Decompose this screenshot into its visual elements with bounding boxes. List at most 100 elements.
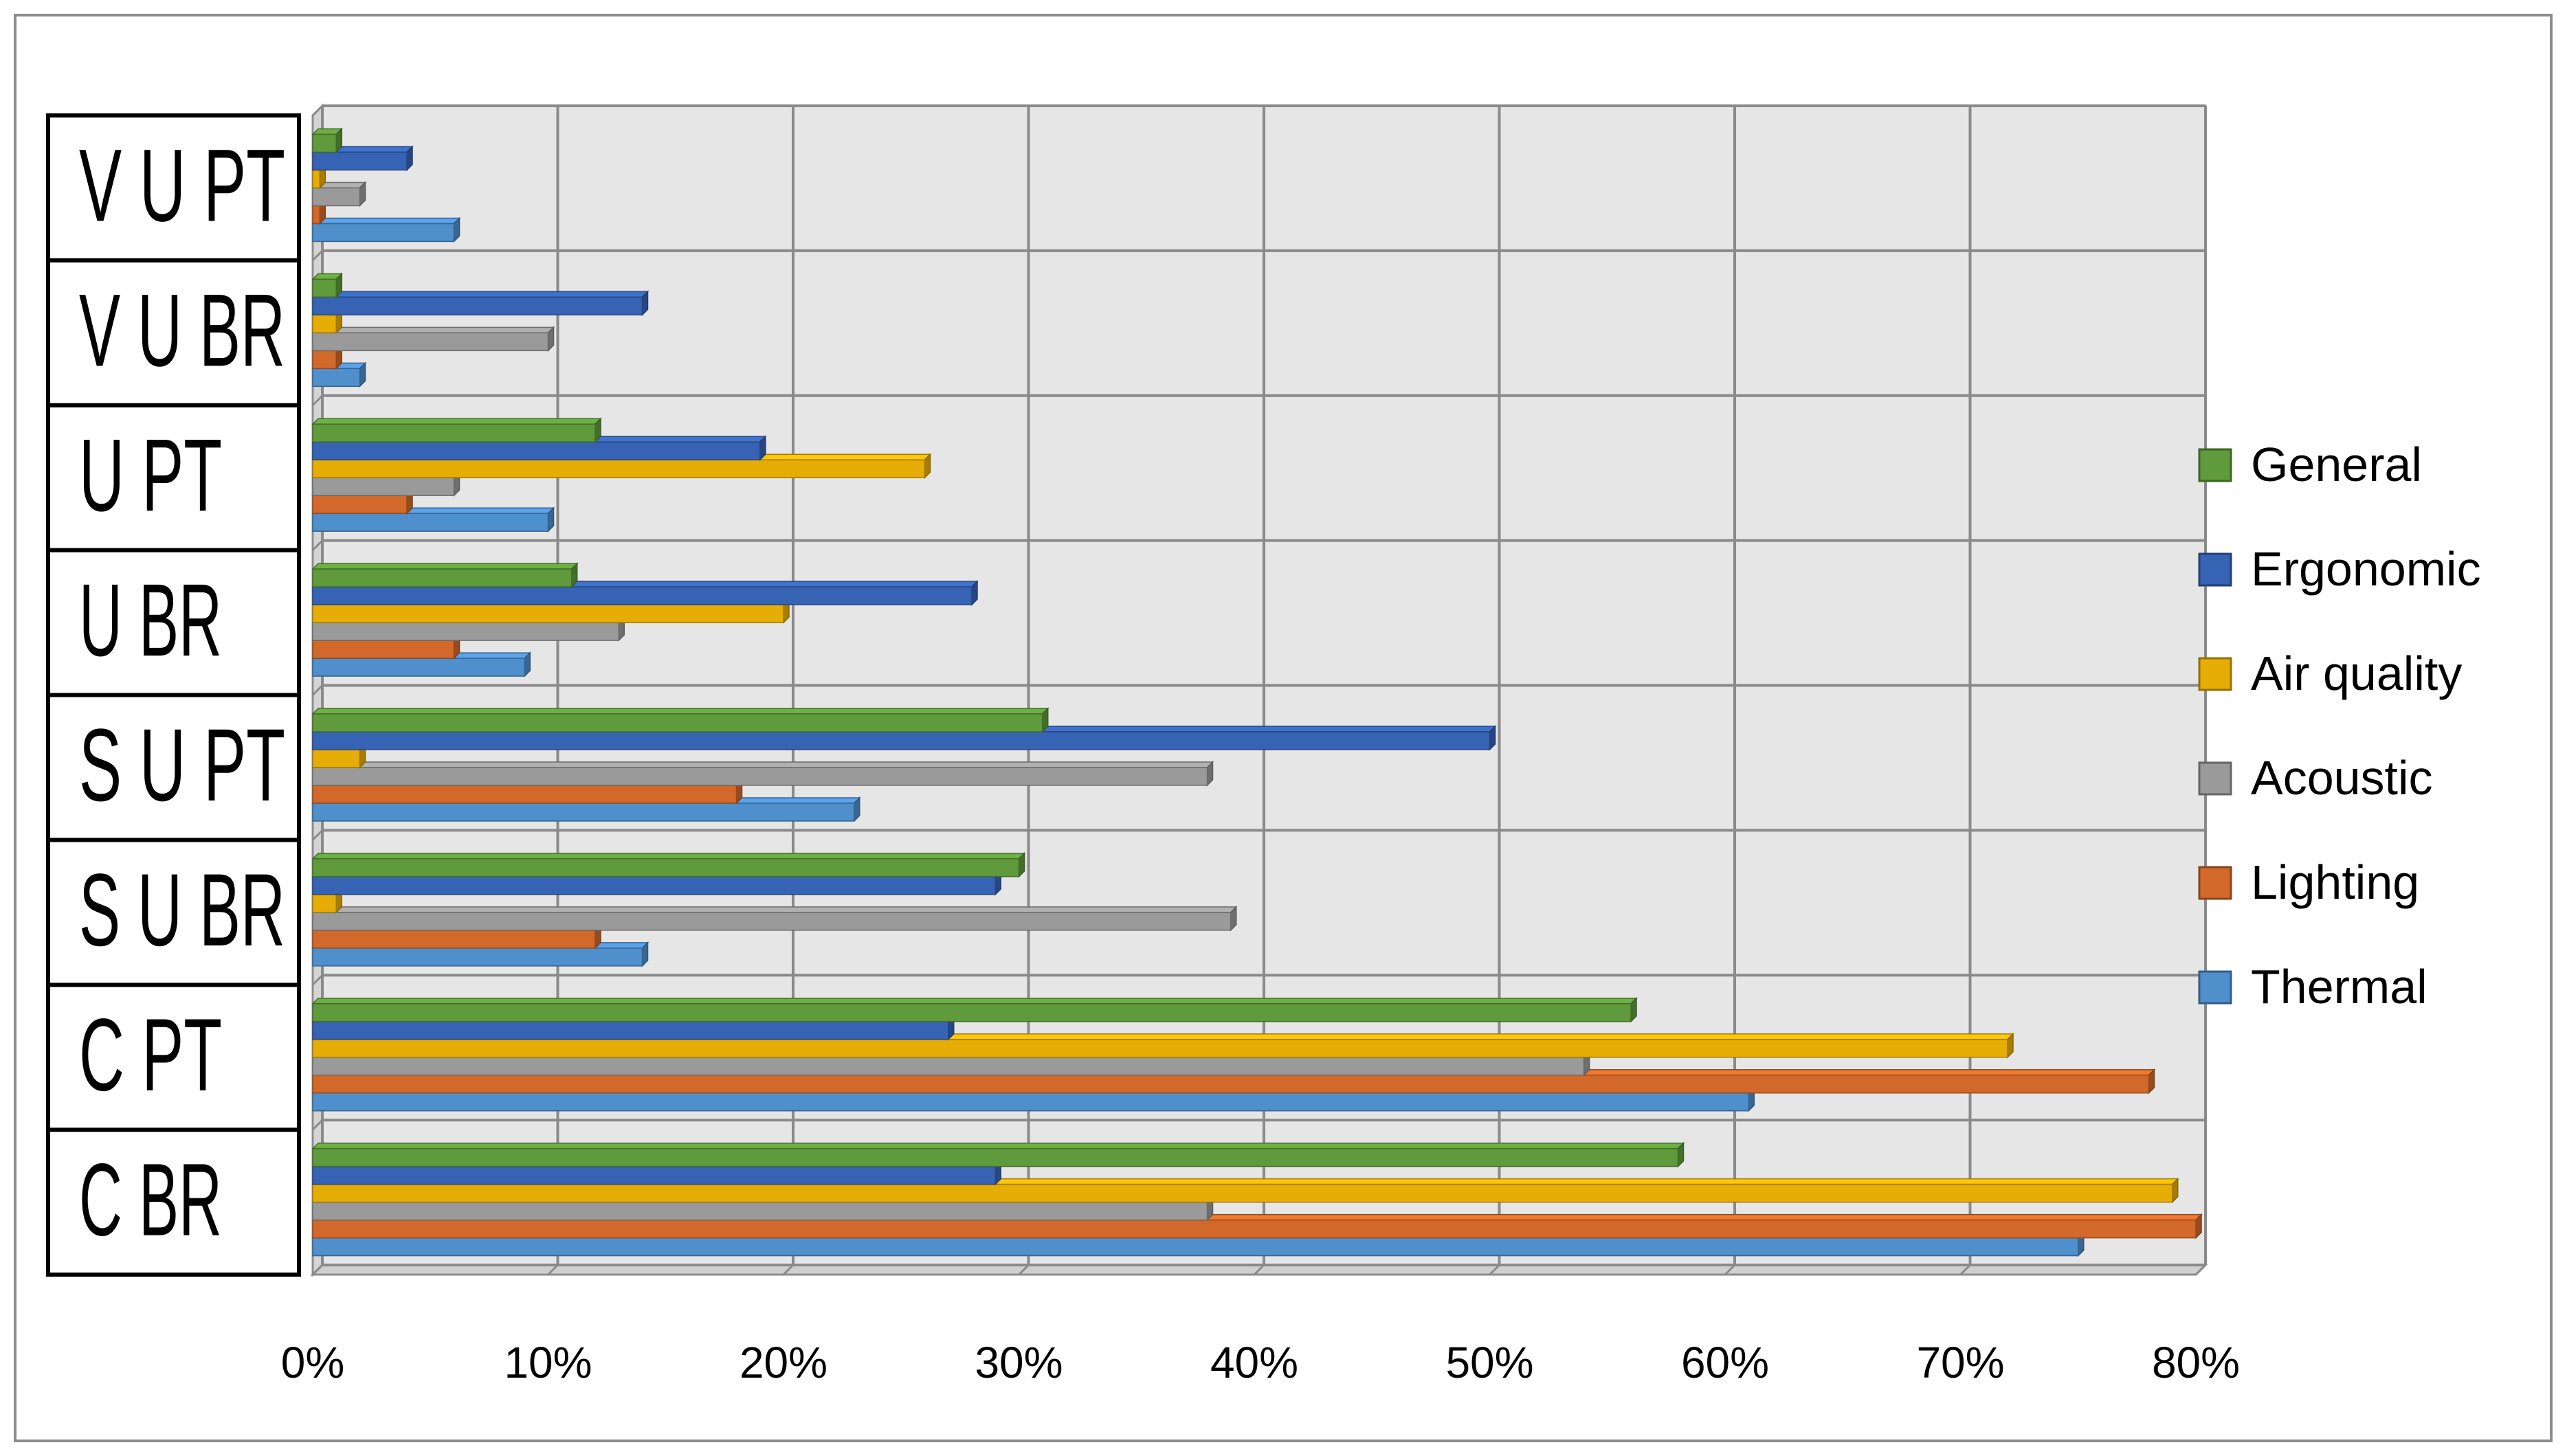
- bar-top-face: [311, 563, 579, 570]
- category-label: V U PT: [79, 127, 285, 243]
- x-tick-label: 40%: [1210, 1338, 1298, 1387]
- bar-ergonomic-s-u-pt: [312, 731, 1491, 750]
- category-box: [46, 403, 301, 552]
- bar-thermal-s-u-pt: [312, 803, 855, 822]
- gridline-side: [311, 829, 324, 841]
- bar-ergonomic-c-br: [312, 1165, 996, 1185]
- x-tick-label: 10%: [504, 1338, 592, 1387]
- gridline-side: [311, 684, 324, 696]
- bar-top-face: [311, 853, 1026, 860]
- x-tick-label: 0%: [281, 1338, 345, 1387]
- bar-air-quality-s-u-br: [312, 894, 337, 913]
- bar-lighting-u-pt: [312, 495, 408, 514]
- bar-general-u-br: [312, 568, 573, 587]
- gridline-floor: [1253, 1264, 1265, 1276]
- bar-thermal-u-br: [312, 658, 525, 677]
- bar-general-v-u-br: [312, 278, 337, 298]
- bar-lighting-u-br: [312, 640, 455, 659]
- bar-top-face: [311, 906, 1238, 913]
- category-label: U PT: [79, 417, 222, 533]
- bar-top-face: [311, 418, 602, 425]
- bar-lighting-v-u-br: [312, 350, 337, 370]
- gridline-floor: [2194, 1264, 2207, 1276]
- bar-ergonomic-s-u-br: [312, 876, 996, 895]
- bar-ergonomic-u-br: [312, 586, 973, 605]
- category-box: [46, 1128, 301, 1277]
- legend-label: Thermal: [2251, 960, 2427, 1013]
- gridline-side: [311, 1264, 324, 1276]
- bar-thermal-s-u-br: [312, 948, 643, 967]
- bar-top-face: [311, 1142, 1685, 1150]
- bar-air-quality-u-pt: [312, 459, 926, 478]
- bar-lighting-c-pt: [312, 1074, 2150, 1094]
- legend-label: Acoustic: [2251, 751, 2433, 805]
- x-tick-label: 50%: [1445, 1338, 1533, 1387]
- legend-swatch-air-quality: [2198, 657, 2232, 691]
- x-tick-label: 20%: [740, 1338, 827, 1387]
- bar-acoustic-u-br: [312, 622, 619, 641]
- x-tick-label: 70%: [1916, 1338, 2004, 1387]
- bar-top-face: [311, 997, 1638, 1005]
- bar-thermal-u-pt: [312, 513, 549, 532]
- legend-label: Air quality: [2251, 647, 2462, 700]
- legend-swatch-acoustic: [2198, 761, 2232, 796]
- category-label: V U BR: [79, 272, 285, 388]
- x-tick-label: 60%: [1681, 1338, 1769, 1387]
- category-box: [46, 983, 301, 1132]
- bar-air-quality-u-br: [312, 604, 784, 623]
- legend-swatch-ergonomic: [2198, 552, 2232, 587]
- legend-swatch-lighting: [2198, 866, 2232, 900]
- legend-label: Ergonomic: [2251, 542, 2481, 596]
- gridline-floor: [1489, 1264, 1500, 1276]
- bar-lighting-s-u-pt: [312, 785, 737, 804]
- category-label: U BR: [79, 562, 222, 677]
- bar-ergonomic-c-pt: [312, 1020, 949, 1040]
- category-box: [46, 548, 301, 697]
- bar-general-c-pt: [312, 1003, 1632, 1022]
- bar-air-quality-v-u-pt: [312, 169, 321, 189]
- bar-thermal-c-pt: [312, 1092, 1749, 1112]
- bar-air-quality-s-u-pt: [312, 749, 361, 768]
- category-box: [46, 258, 301, 407]
- bar-general-c-br: [312, 1147, 1679, 1167]
- legend-swatch-general: [2198, 448, 2232, 482]
- category-box: [46, 838, 301, 987]
- bar-lighting-c-br: [312, 1219, 2197, 1239]
- bar-acoustic-s-u-br: [312, 912, 1232, 931]
- category-label: S U PT: [79, 707, 285, 822]
- bar-lighting-s-u-br: [312, 930, 596, 949]
- gridline-side: [311, 1119, 324, 1131]
- bar-acoustic-c-br: [312, 1201, 1208, 1221]
- bar-thermal-v-u-br: [312, 368, 361, 388]
- bar-acoustic-s-u-pt: [312, 767, 1208, 786]
- bar-top-face: [311, 708, 1049, 715]
- gridline-floor: [547, 1264, 559, 1276]
- bar-ergonomic-u-pt: [312, 441, 761, 460]
- bar-thermal-c-br: [312, 1237, 2079, 1257]
- gridline-floor: [1724, 1264, 1736, 1276]
- legend-label: Lighting: [2251, 855, 2419, 909]
- bar-air-quality-c-pt: [312, 1038, 2008, 1058]
- category-box: [46, 113, 301, 262]
- bar-general-v-u-pt: [312, 133, 337, 153]
- bar-top-face: [311, 326, 555, 334]
- bar-acoustic-u-pt: [312, 477, 455, 496]
- category-label: S U BR: [79, 852, 285, 967]
- bar-acoustic-v-u-br: [312, 332, 549, 352]
- gridline-floor: [782, 1264, 794, 1276]
- legend-label: General: [2251, 438, 2422, 491]
- bar-ergonomic-v-u-br: [312, 296, 643, 316]
- x-tick-label: 30%: [975, 1338, 1063, 1387]
- category-label: C BR: [79, 1142, 222, 1257]
- bar-lighting-v-u-pt: [312, 205, 321, 225]
- category-label: C PT: [79, 997, 222, 1112]
- gridline-side: [311, 249, 324, 261]
- category-box: [46, 693, 301, 842]
- bar-general-s-u-br: [312, 858, 1020, 877]
- gridline-side: [311, 974, 324, 986]
- gridline-side: [311, 394, 324, 406]
- bar-general-s-u-pt: [312, 713, 1043, 732]
- bar-acoustic-v-u-pt: [312, 187, 361, 207]
